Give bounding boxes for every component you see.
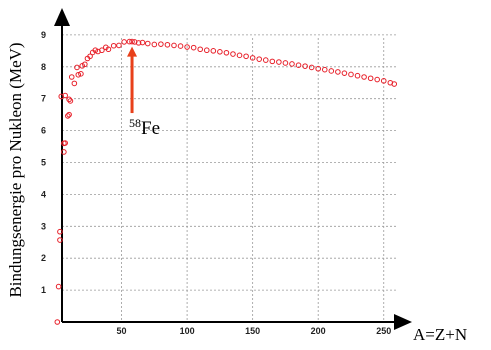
data-point — [223, 49, 230, 56]
data-point — [139, 39, 146, 46]
y-tick-label: 7 — [41, 94, 46, 104]
y-axis-label: Bindungsenergie pro Nukleon (MeV) — [6, 42, 25, 297]
data-point — [184, 44, 190, 50]
data-point — [236, 52, 243, 59]
data-point — [105, 46, 112, 53]
data-point — [308, 64, 315, 71]
data-point — [99, 47, 105, 54]
data-point — [71, 80, 78, 87]
fe58-annotation: 58Fe — [127, 46, 160, 139]
fe58-arrowhead — [127, 46, 138, 57]
data-point — [55, 283, 62, 290]
data-point — [210, 48, 217, 54]
x-tick-label: 100 — [180, 326, 195, 336]
data-point — [203, 47, 210, 54]
data-point — [121, 39, 127, 45]
grid-lines — [62, 34, 398, 322]
y-tick-label: 5 — [41, 158, 46, 168]
data-point — [135, 40, 142, 46]
fe58-label-element: Fe — [141, 118, 160, 139]
data-point — [62, 140, 68, 146]
data-point — [348, 71, 354, 78]
fe58-label-mass-number: 58 — [129, 116, 141, 130]
data-point — [315, 65, 322, 72]
data-point — [190, 44, 197, 51]
data-point — [282, 60, 289, 66]
data-point — [269, 58, 276, 65]
data-point — [66, 111, 72, 118]
data-point — [256, 56, 263, 62]
data-point — [171, 42, 177, 49]
data-point — [74, 64, 80, 71]
y-tick-label: 4 — [41, 189, 46, 199]
data-points — [54, 38, 398, 325]
data-point — [64, 113, 71, 119]
data-point — [289, 61, 295, 67]
data-point — [67, 98, 74, 104]
y-tick-label: 6 — [41, 126, 46, 136]
data-point — [78, 71, 84, 77]
tick-labels: 1 2 3 4 5 6 7 8 9 50 100 150 200 250 — [41, 30, 391, 336]
fe58-label: 58Fe — [129, 116, 160, 139]
data-point — [230, 51, 236, 57]
data-point — [151, 41, 158, 48]
x-tick-label: 150 — [245, 326, 260, 336]
data-point — [144, 40, 151, 47]
data-point — [276, 59, 282, 65]
data-point — [164, 41, 171, 48]
data-point — [87, 53, 93, 60]
data-point — [391, 81, 398, 87]
data-point — [54, 319, 61, 325]
data-point — [61, 149, 67, 155]
data-point — [129, 38, 135, 45]
data-point — [158, 41, 164, 47]
data-point — [68, 74, 75, 80]
y-tick-label: 9 — [41, 30, 46, 40]
data-point — [321, 66, 328, 73]
y-tick-label: 2 — [41, 253, 46, 263]
data-point — [380, 78, 387, 84]
data-point — [57, 228, 63, 235]
data-point — [302, 63, 308, 69]
data-point — [335, 69, 341, 75]
data-point — [262, 57, 269, 63]
data-point — [62, 92, 68, 99]
y-tick-label: 3 — [41, 221, 46, 231]
axes — [54, 8, 412, 330]
data-point — [249, 55, 256, 61]
data-point — [374, 76, 380, 83]
data-point — [328, 68, 335, 74]
data-point — [361, 74, 367, 80]
x-tick-label: 50 — [117, 326, 127, 336]
data-point — [354, 72, 361, 79]
data-point — [295, 62, 302, 69]
data-point — [217, 49, 223, 55]
x-axis-label: A=Z+N — [413, 325, 467, 344]
data-point — [66, 96, 72, 103]
data-point — [75, 71, 82, 78]
data-point — [116, 42, 122, 49]
data-point — [110, 42, 117, 49]
data-point — [243, 53, 249, 60]
x-tick-label: 250 — [376, 326, 391, 336]
data-point — [341, 70, 348, 76]
data-point — [126, 38, 133, 45]
data-point — [82, 61, 88, 68]
x-tick-label: 200 — [311, 326, 326, 336]
data-point — [92, 47, 99, 54]
data-point — [177, 43, 184, 49]
data-point — [197, 46, 204, 53]
data-point — [367, 75, 374, 82]
y-tick-label: 1 — [41, 285, 46, 295]
data-point — [57, 237, 63, 243]
y-tick-label: 8 — [41, 62, 46, 72]
